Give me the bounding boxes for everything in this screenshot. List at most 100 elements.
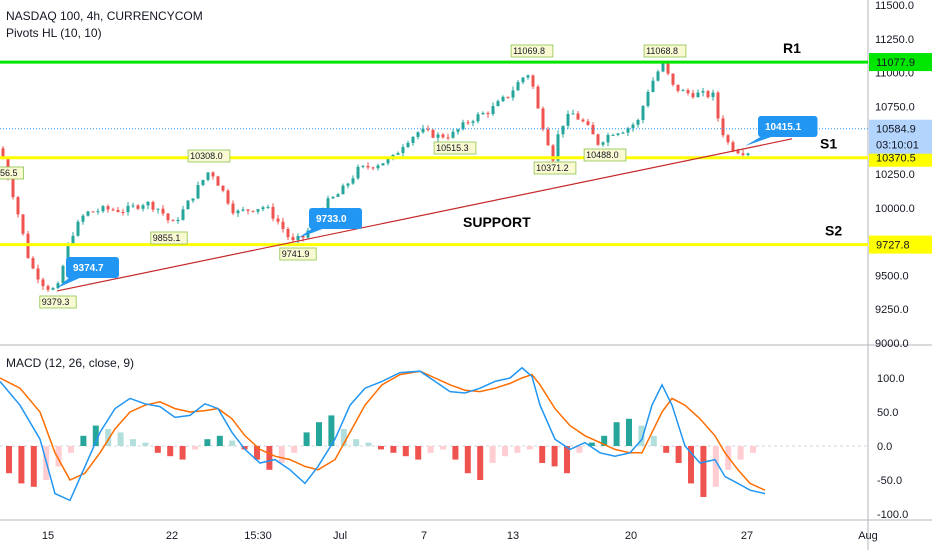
pivot-label-box — [279, 247, 317, 261]
pivot-label-text: 10488.0 — [586, 150, 619, 160]
candle-body — [171, 220, 175, 222]
candle — [541, 106, 545, 132]
candle-body — [246, 209, 250, 211]
candle — [506, 96, 510, 99]
pivot-label-box — [510, 44, 554, 58]
candle-body — [156, 208, 160, 210]
candle — [376, 163, 380, 171]
histogram-bar — [80, 435, 87, 446]
candle-body — [286, 228, 290, 238]
candle-body — [101, 206, 105, 212]
candle-body — [31, 258, 35, 269]
pivot-label-text: 10515.3 — [436, 143, 469, 153]
candle-body — [346, 183, 350, 186]
candle-body — [726, 135, 730, 143]
histogram-bar — [502, 446, 508, 457]
callout-box — [758, 116, 818, 137]
candle — [406, 140, 410, 149]
histogram-bar — [402, 446, 409, 457]
candle-body — [281, 221, 285, 229]
candle-body — [331, 196, 335, 199]
candle-body — [586, 121, 590, 126]
candle-body — [386, 158, 390, 164]
histogram-bar — [675, 446, 682, 463]
candle — [456, 128, 460, 135]
candle-body — [561, 125, 565, 135]
candle-body — [51, 288, 55, 290]
histogram-bar — [452, 446, 459, 460]
histogram-bar — [712, 446, 719, 487]
candle-body — [406, 142, 410, 148]
candle-body — [661, 63, 665, 72]
candle — [546, 126, 550, 146]
candle — [641, 104, 645, 124]
price-pane-bg — [0, 0, 868, 345]
histogram-bar — [278, 446, 285, 463]
candle — [596, 133, 600, 147]
level-label-s2: S2 — [825, 223, 842, 239]
candle-body — [641, 105, 645, 120]
candle-body — [361, 165, 365, 167]
candle-body — [146, 201, 150, 206]
histogram-bar — [427, 446, 434, 453]
candle — [106, 204, 110, 213]
candle — [236, 209, 240, 218]
histogram-bar — [328, 415, 335, 446]
candle-body — [271, 206, 275, 219]
candle-body — [136, 205, 140, 209]
candle-body — [741, 153, 745, 155]
candle-body — [461, 122, 465, 130]
candle — [101, 204, 105, 214]
price-tick-label: 10000.0 — [875, 203, 915, 215]
candle-body — [631, 124, 635, 129]
histogram-bar — [539, 446, 546, 463]
callout-box — [309, 208, 362, 229]
candle-body — [71, 235, 75, 244]
candle-body — [686, 90, 690, 94]
candle — [511, 86, 515, 101]
histogram-bar — [576, 446, 583, 453]
histogram-bar — [489, 446, 496, 463]
candle — [551, 144, 555, 163]
histogram-bar — [588, 442, 595, 446]
candle-body — [376, 165, 380, 169]
candle-body — [176, 219, 180, 222]
candle — [576, 110, 580, 120]
candle — [451, 128, 455, 139]
candle-body — [671, 73, 675, 85]
candle — [136, 204, 140, 211]
candle — [701, 87, 705, 97]
histogram-bar — [415, 446, 422, 460]
candle-body — [91, 211, 95, 213]
price-axis: 11500.011250.011000.010750.010500.010250… — [875, 0, 915, 350]
candle-body — [521, 77, 525, 83]
candle-body — [206, 172, 210, 180]
candle-body — [551, 145, 555, 161]
candle-body — [416, 132, 420, 137]
time-tick-label: 15 — [42, 530, 54, 542]
time-axis: 15 22 15:30 Jul 7 13 20 27 Aug — [42, 530, 878, 542]
candle — [261, 205, 265, 212]
histogram-bar — [464, 446, 471, 474]
candle-body — [326, 198, 330, 210]
candle-body — [436, 134, 440, 138]
candle-body — [536, 86, 540, 109]
candle — [646, 89, 650, 108]
candle — [126, 202, 130, 216]
candle-body — [381, 163, 385, 166]
candle — [86, 210, 90, 217]
last-price-tag — [869, 119, 932, 154]
candle-body — [76, 221, 80, 236]
histogram-bar — [291, 446, 298, 453]
candle — [616, 132, 620, 137]
candle-body — [21, 214, 25, 234]
candle — [186, 199, 190, 210]
candle-body — [711, 92, 715, 98]
candle — [331, 196, 335, 200]
macd-tick-label: -100.0 — [877, 509, 908, 521]
macd-line — [0, 366, 766, 502]
histogram-bar — [700, 446, 707, 497]
candle — [171, 219, 175, 222]
candle-body — [151, 201, 155, 210]
